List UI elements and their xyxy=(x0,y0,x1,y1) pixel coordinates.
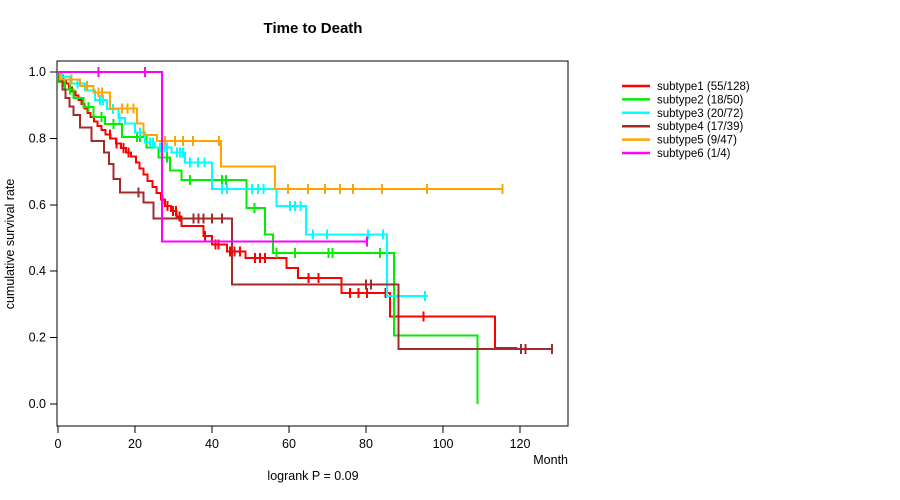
km-step-path xyxy=(58,71,368,243)
survival-curve-2 xyxy=(58,71,479,404)
x-tick-label: 40 xyxy=(205,437,219,451)
y-tick-label: 0.4 xyxy=(29,264,46,278)
survival-curves xyxy=(58,67,553,404)
x-tick-label: 0 xyxy=(55,437,62,451)
x-tick-label: 100 xyxy=(433,437,454,451)
y-tick-label: 0.2 xyxy=(29,331,46,345)
y-tick-label: 0.6 xyxy=(29,198,46,212)
logrank-annotation: logrank P = 0.09 xyxy=(267,469,358,483)
x-tick-label: 60 xyxy=(282,437,296,451)
legend-label: subtype4 (17/39) xyxy=(657,121,743,133)
km-step-path xyxy=(58,71,503,190)
x-tick-label: 20 xyxy=(128,437,142,451)
km-step-path xyxy=(58,71,552,350)
legend-label: subtype3 (20/72) xyxy=(657,108,743,120)
x-tick-label: 80 xyxy=(359,437,373,451)
chart-title: Time to Death xyxy=(264,20,363,37)
survival-curve-5 xyxy=(58,71,504,194)
km-step-path xyxy=(58,71,479,404)
x-tick-label: 120 xyxy=(510,437,531,451)
y-axis-label: cumulative survival rate xyxy=(3,179,17,310)
survival-curve-4 xyxy=(58,71,553,354)
legend-label: subtype5 (9/47) xyxy=(657,135,737,147)
survival-curve-6 xyxy=(58,67,369,247)
y-tick-label: 0.0 xyxy=(29,397,46,411)
legend-label: subtype1 (55/128) xyxy=(657,81,750,93)
x-axis-label: Month xyxy=(533,453,568,467)
survival-curve-3 xyxy=(58,71,428,302)
legend-label: subtype2 (18/50) xyxy=(657,94,743,106)
plot-frame xyxy=(56,60,569,427)
chart-legend: subtype1 (55/128)subtype2 (18/50) subtype… xyxy=(622,81,750,160)
y-tick-label: 0.8 xyxy=(29,131,46,145)
axis-ticks: 0 20 40 60 80 100 120 0.0 0.2 0.4 0.6 0.8 1.0 xyxy=(29,65,531,451)
y-tick-label: 1.0 xyxy=(29,65,46,79)
legend-label: subtype6 (1/4) xyxy=(657,148,731,160)
